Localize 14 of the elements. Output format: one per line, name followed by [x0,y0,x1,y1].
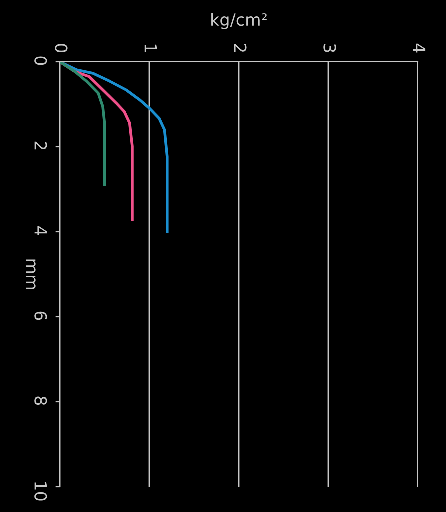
line-series [60,62,106,186]
x-axis-title: kg/cm² [212,13,267,30]
x-tick-label: 0 [55,44,68,53]
x-tick-label: 2 [234,44,247,52]
x-tick-label: 3 [324,44,336,52]
y-axis-title: mm [26,260,36,290]
y-tick-label: 6 [34,312,48,320]
y-tick-label: 8 [34,396,48,406]
x-tick-label: 1 [144,44,158,52]
y-tick-label: 10 [34,482,48,501]
y-tick-label: 0 [34,56,48,66]
x-tick-label: 4 [413,44,426,53]
y-tick-label: 2 [34,142,48,150]
y-tick-label: 4 [34,226,47,236]
